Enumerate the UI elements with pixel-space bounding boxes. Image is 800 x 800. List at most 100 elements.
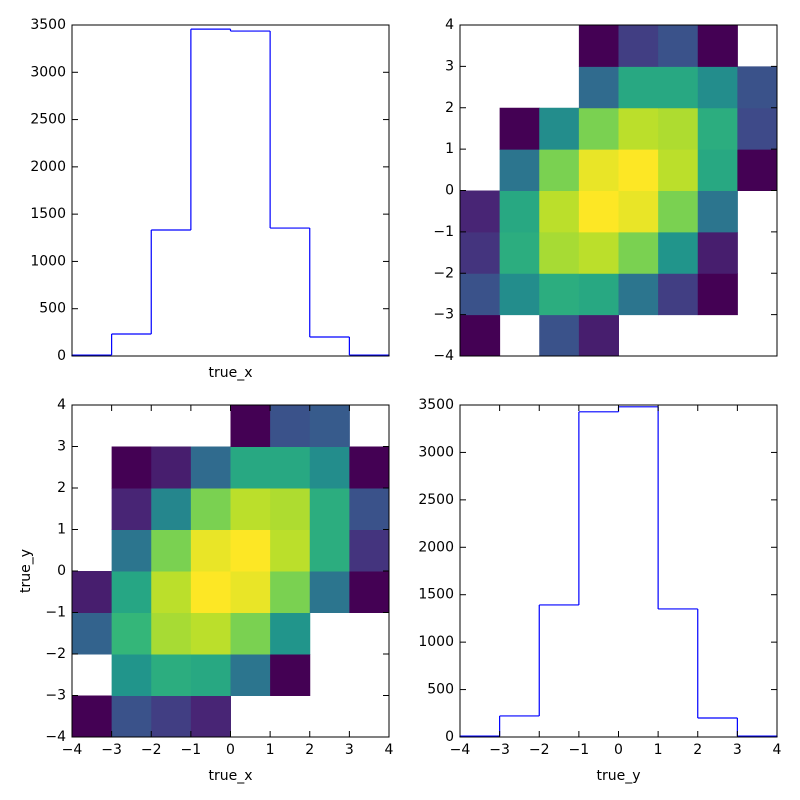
y-tick-label: 3000 [30,64,66,80]
hist2d-cell [230,654,271,696]
y-tick-label: 2000 [30,159,66,175]
y-tick-label: −2 [45,646,66,662]
hist2d-cell [270,612,311,655]
y-tick-label: 1500 [30,206,66,222]
hist2d-cell [737,149,778,191]
x-tick-label: −2 [141,742,162,758]
hist2d-cell [72,571,113,613]
hist2d-cell [658,231,699,274]
hist2d-cell [190,446,231,489]
hist2d-cell [578,66,619,109]
x-tick-label: −3 [101,742,122,758]
y-tick-label: 1500 [418,587,454,603]
hist2d-cell [270,488,311,530]
hist2d-cell [499,190,540,233]
hist2d-cell [499,231,540,274]
hist2d-cell [230,571,271,613]
y-tick-label: −4 [433,348,454,364]
y-tick-label: 500 [427,682,454,698]
hist2d-cell [111,446,152,489]
y-tick-label: −1 [433,224,454,240]
hist2d-cell [539,107,580,150]
hist2d-cell [618,25,659,67]
panel: −4 −3 −2 −1 0 1 2 3 4 −4 −3 −2 −1 0 1 2 3 4 true_x true_y [18,397,394,784]
x-tick-label: 1 [266,742,275,758]
hist2d-cell [190,654,231,696]
hist2d-cell [697,66,738,109]
hist2d-cell [151,446,192,489]
hist2d-cell [460,190,501,233]
hist2d-cell [737,107,778,150]
hist-connector [71,29,390,356]
y-tick-label: 0 [445,183,454,199]
hist2d-cell [72,612,113,655]
hist2d-cell [460,314,501,357]
hist2d-cell [190,571,231,613]
hist2d-cell [111,488,152,530]
x-tick-label: −1 [569,742,590,758]
y-tick-label: 1000 [418,634,454,650]
y-tick-label: 3000 [418,444,454,460]
hist2d-cell [151,488,192,530]
hist2d-cell [618,273,659,316]
hist2d-cell [230,529,271,572]
x-tick-label: 2 [305,742,314,758]
hist2d-cell [190,612,231,655]
hist2d-cell [111,612,152,655]
hist2d-cell [309,571,350,613]
hist2d-cell [618,149,659,191]
hist2d-cell [539,314,580,357]
y-tick-label: −4 [45,729,66,745]
hist2d-cell [658,25,699,67]
hist2d-cell [190,488,231,530]
x-tick-label: 2 [693,742,702,758]
x-axis-label: true_x [208,768,252,784]
hist2d-cell [270,405,311,447]
hist2d-cell [151,529,192,572]
x-tick-label: 0 [226,742,235,758]
hist2d-cell [309,488,350,530]
hist2d-cell [111,695,152,738]
hist2d-cell [460,231,501,274]
x-tick-label: 3 [345,742,354,758]
hist2d-cell [309,446,350,489]
x-tick-label: 4 [385,742,394,758]
hist2d-cell [349,488,390,530]
hist2d-cell [270,446,311,489]
y-tick-label: 4 [445,17,454,33]
y-tick-label: 2500 [30,112,66,128]
axes-frame [71,24,390,357]
hist2d-cell [230,488,271,530]
hist2d-cell [539,273,580,316]
y-tick-label: −2 [433,265,454,281]
hist2d-cell [190,695,231,738]
hist2d-cell [111,529,152,572]
hist2d-cell [658,149,699,191]
y-tick-label: 3 [445,58,454,74]
hist2d-cell [230,446,271,489]
y-tick-label: −1 [45,605,66,621]
y-tick-label: 1 [445,141,454,157]
axes-frame [459,404,778,738]
x-tick-label: −4 [62,742,83,758]
y-tick-label: 4 [57,397,66,413]
hist2d-cell [309,529,350,572]
hist2d-cell [697,190,738,233]
y-tick-label: 2 [445,100,454,116]
y-tick-label: 3 [57,439,66,455]
hist2d-cell [539,149,580,191]
hist2d-cell [230,405,271,447]
hist2d-cell [697,231,738,274]
hist2d-cell [230,612,271,655]
hist2d-cell [349,571,390,613]
y-tick-label: 3500 [418,397,454,413]
hist2d-cell [270,571,311,613]
x-tick-label: 0 [614,742,623,758]
y-tick-label: 3500 [30,17,66,33]
x-axis-label: true_x [208,365,252,381]
hist2d-cell [349,529,390,572]
hist2d-cell [72,695,113,738]
hist2d-cell [499,149,540,191]
hist2d-cell [697,273,738,316]
